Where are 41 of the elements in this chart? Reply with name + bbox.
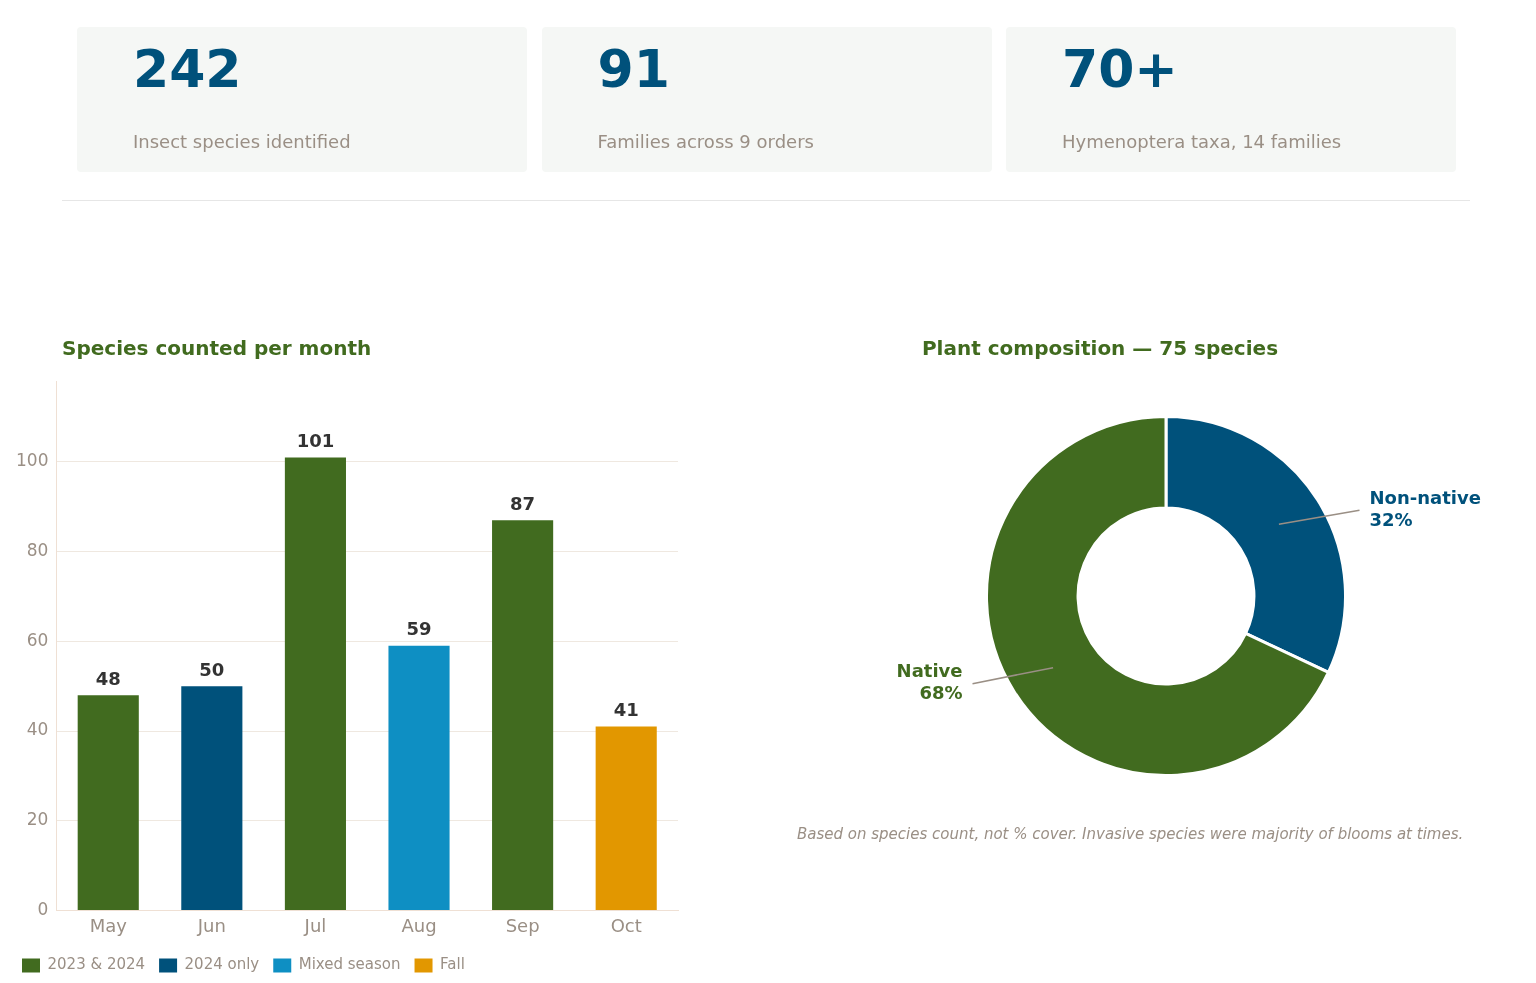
y-tick-label: 80	[26, 540, 49, 561]
x-tick-label: Oct	[610, 914, 642, 936]
y-tick-label: 40	[26, 719, 49, 740]
chart-title: Plant composition — 75 species	[920, 336, 1280, 360]
text: Families across 9 orders	[597, 131, 814, 152]
y-tick-label: 0	[37, 898, 49, 919]
chart-title: Species counted per month	[62, 336, 372, 360]
text: Insect species identified	[133, 131, 351, 152]
x-tick-label: Aug	[401, 914, 437, 936]
text: Based on species count, not % cover. Invasive species were majority of blooms at times.	[797, 825, 1464, 843]
bar	[77, 695, 139, 910]
y-tick-label: 20	[26, 809, 49, 830]
bar	[492, 520, 554, 910]
bar	[388, 645, 450, 910]
x-tick-label: Jun	[196, 914, 226, 936]
legend-label: 2023 & 2024	[47, 955, 146, 974]
bar	[595, 726, 657, 910]
text: 70+	[1062, 39, 1178, 99]
data-label: 68%	[919, 682, 963, 704]
y-tick-label: 60	[26, 629, 49, 650]
legend-label: 2024 only	[184, 955, 260, 974]
text: 242	[133, 39, 242, 99]
data-label: 59	[406, 618, 432, 640]
slice-label: Non-native	[1369, 487, 1481, 509]
x-tick-label: Sep	[505, 914, 540, 936]
x-tick-label: Jul	[303, 914, 327, 936]
bar	[284, 457, 346, 910]
data-label: 101	[296, 430, 335, 452]
data-label: 41	[613, 699, 639, 721]
slice-label: Native	[896, 660, 963, 682]
legend-label: Mixed season	[298, 955, 401, 974]
data-label: 87	[510, 492, 536, 514]
legend-label: Fall	[440, 955, 465, 974]
text: Hymenoptera taxa, 14 families	[1062, 131, 1342, 152]
data-label: 48	[95, 667, 121, 689]
y-tick-label: 100	[15, 450, 49, 471]
text: 91	[597, 39, 670, 99]
bar	[181, 686, 243, 910]
data-label: 32%	[1369, 509, 1413, 531]
data-label: 50	[199, 658, 225, 680]
x-tick-label: May	[89, 914, 128, 936]
